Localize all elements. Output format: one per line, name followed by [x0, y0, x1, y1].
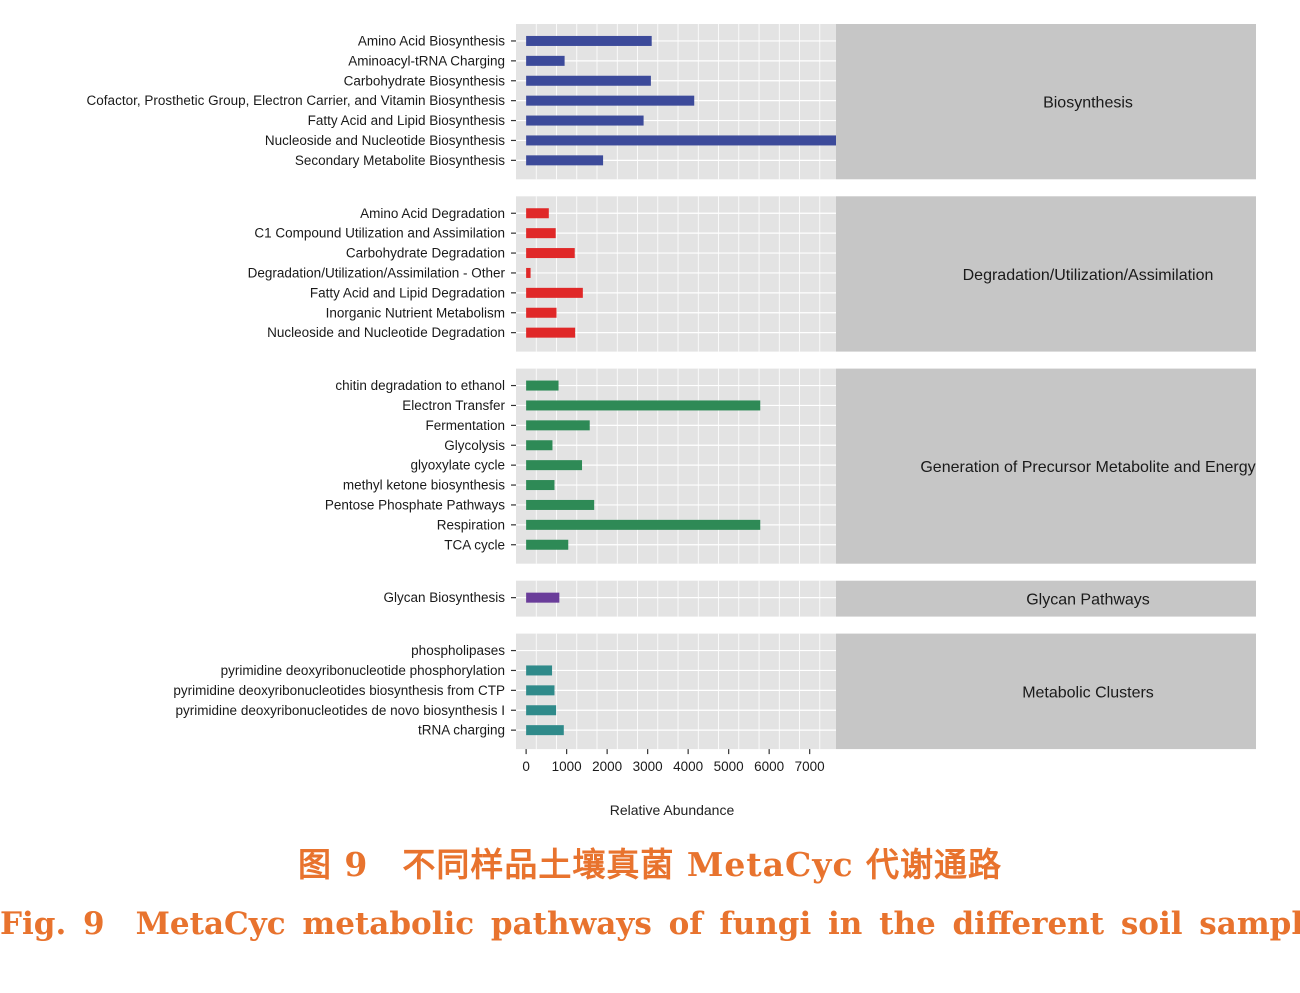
facet-strip-label: Generation of Precursor Metabolite and E… — [920, 459, 1255, 476]
x-axis: 0 1000 2000 3000 4000 5000 6000 7000 — [522, 749, 825, 774]
bar — [526, 155, 604, 166]
x-tick-label: 6000 — [754, 759, 784, 774]
category-label: Pentose Phosphate Pathways — [325, 497, 505, 512]
category-label: Nucleoside and Nucleotide Biosynthesis — [265, 133, 505, 148]
x-tick-label: 3000 — [633, 759, 663, 774]
bar — [526, 705, 557, 716]
facet-strip-label: Metabolic Clusters — [1022, 684, 1154, 701]
bar — [526, 307, 557, 318]
panel-background — [516, 580, 836, 617]
bar — [526, 519, 761, 530]
facet-strip-label: Degradation/Utilization/Assimilation — [963, 267, 1214, 284]
bar — [526, 400, 761, 411]
category-label: Glycan Biosynthesis — [383, 590, 505, 605]
bar — [526, 380, 559, 391]
bar — [526, 115, 644, 126]
bar — [526, 665, 553, 676]
category-label: TCA cycle — [444, 537, 505, 552]
category-label: tRNA charging — [418, 723, 505, 738]
bar — [526, 499, 595, 510]
bar — [526, 539, 569, 550]
category-label: phospholipases — [411, 643, 505, 658]
bar — [526, 135, 836, 146]
facet-panel: Biosynthesis Amino Acid Biosynthesis Amino… — [87, 24, 1256, 180]
category-label: Secondary Metabolite Biosynthesis — [295, 153, 505, 168]
facet-panel: Generation of Precursor Metabolite and E… — [325, 368, 1256, 564]
x-tick-label: 0 — [522, 759, 530, 774]
facet-strip — [836, 24, 1256, 180]
category-label: Fermentation — [425, 418, 505, 433]
category-label: methyl ketone biosynthesis — [343, 478, 505, 493]
category-label: C1 Compound Utilization and Assimilation — [254, 226, 505, 241]
bar — [526, 685, 555, 696]
bar — [526, 55, 565, 66]
bar — [526, 327, 576, 338]
category-label: Fatty Acid and Lipid Degradation — [310, 285, 505, 300]
facet-strip — [836, 633, 1256, 750]
facet-panel: Glycan Pathways Glycan Biosynthesis — [383, 580, 1256, 617]
category-label: Nucleoside and Nucleotide Degradation — [267, 325, 505, 340]
bar — [526, 208, 549, 219]
category-label: pyrimidine deoxyribonucleotide phosphory… — [221, 663, 505, 678]
facet-strip — [836, 580, 1256, 617]
figure-caption-chinese: 图 9 不同样品土壤真菌 MetaCyc 代谢通路 — [297, 845, 1003, 884]
facet-panels: Biosynthesis Amino Acid Biosynthesis Amino… — [87, 24, 1256, 750]
facet-strip-label: Biosynthesis — [1043, 95, 1133, 112]
bar — [526, 460, 583, 471]
x-tick-label: 7000 — [795, 759, 825, 774]
bar — [526, 35, 652, 46]
facet-panel: Degradation/Utilization/Assimilation Amin… — [248, 196, 1256, 352]
category-label: Respiration — [437, 517, 505, 532]
category-label: Amino Acid Biosynthesis — [358, 33, 505, 48]
category-label: Carbohydrate Degradation — [346, 246, 505, 261]
bar — [526, 228, 556, 239]
category-label: pyrimidine deoxyribonucleotides de novo … — [176, 703, 505, 718]
x-tick-label: 4000 — [673, 759, 703, 774]
panel-background — [516, 196, 836, 352]
category-label: pyrimidine deoxyribonucleotides biosynth… — [173, 683, 505, 698]
bar — [526, 267, 531, 278]
category-label: glyoxylate cycle — [410, 458, 505, 473]
category-label: Carbohydrate Biosynthesis — [344, 73, 506, 88]
figure-caption-english: Fig. 9 MetaCyc metabolic pathways of fun… — [0, 906, 1300, 942]
facet-strip — [836, 196, 1256, 352]
facet-strip — [836, 368, 1256, 564]
bar — [526, 95, 695, 106]
bar — [526, 287, 583, 298]
x-axis-title: Relative Abundance — [610, 802, 735, 818]
category-label: Degradation/Utilization/Assimilation - O… — [248, 265, 506, 280]
bar — [526, 420, 590, 431]
x-tick-label: 5000 — [714, 759, 744, 774]
category-label: Inorganic Nutrient Metabolism — [326, 305, 505, 320]
x-tick-label: 2000 — [592, 759, 622, 774]
bar — [526, 75, 651, 86]
facet-strip-label: Glycan Pathways — [1026, 592, 1150, 609]
category-label: Fatty Acid and Lipid Biosynthesis — [308, 113, 506, 128]
category-label: Glycolysis — [444, 438, 505, 453]
x-tick-label: 1000 — [552, 759, 582, 774]
bar — [526, 440, 553, 451]
bar — [526, 480, 555, 491]
bar — [526, 592, 560, 603]
category-label: Amino Acid Degradation — [360, 206, 505, 221]
category-label: Aminoacyl-tRNA Charging — [348, 53, 505, 68]
bar — [526, 725, 564, 736]
category-label: chitin degradation to ethanol — [335, 378, 505, 393]
bar — [526, 248, 575, 259]
facet-panel: Metabolic Clusters phospholipases pyrimidi… — [173, 633, 1256, 750]
category-label: Cofactor, Prosthetic Group, Electron Car… — [87, 93, 506, 108]
category-label: Electron Transfer — [402, 398, 505, 413]
